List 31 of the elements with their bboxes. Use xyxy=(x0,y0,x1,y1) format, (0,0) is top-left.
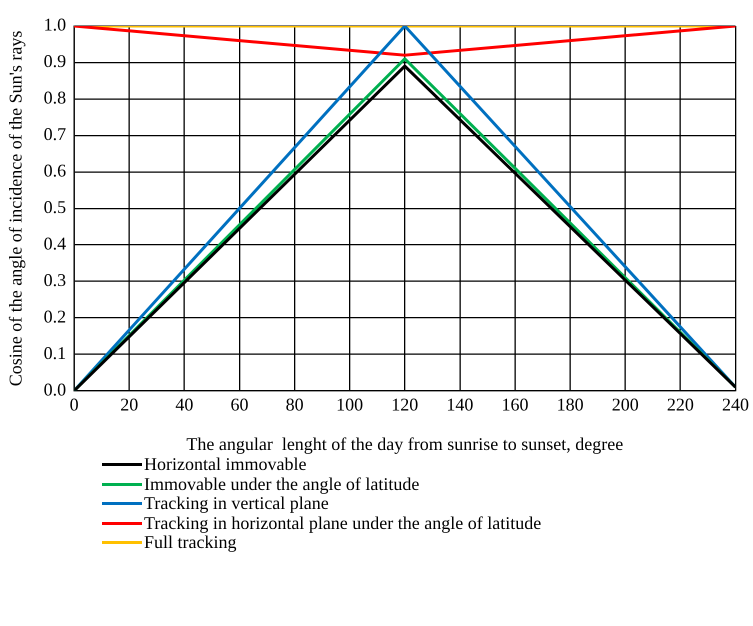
legend-label: Tracking in horizontal plane under the angle of latitude xyxy=(144,512,542,533)
legend-label: Full tracking xyxy=(144,532,236,552)
y-tick-label: 0.0 xyxy=(44,380,66,400)
y-tick-label: 1.0 xyxy=(44,14,66,35)
y-tick-label: 0.7 xyxy=(44,124,66,144)
y-axis-title: Cosine of the angle of incidence of the Sun's rays xyxy=(6,30,26,386)
x-tick-label: 0 xyxy=(70,394,79,414)
x-tick-label: 200 xyxy=(612,394,639,414)
y-tick-label: 0.5 xyxy=(44,197,66,218)
y-tick-label: 0.2 xyxy=(44,306,66,327)
x-tick-label: 100 xyxy=(336,394,364,414)
x-tick-label: 40 xyxy=(175,394,194,414)
y-tick-label: 0.9 xyxy=(44,51,66,72)
y-tick-label: 0.8 xyxy=(44,88,66,108)
legend-label: Horizontal immovable xyxy=(144,454,306,474)
x-tick-label: 20 xyxy=(120,394,138,414)
x-tick-label: 160 xyxy=(502,394,529,414)
y-tick-label: 0.3 xyxy=(44,270,66,290)
x-tick-label: 120 xyxy=(391,394,418,414)
y-tick-label: 0.6 xyxy=(44,160,66,181)
y-tick-label: 0.4 xyxy=(44,234,66,254)
x-axis-title: The angular lenght of the day from sunrise to sunset, degree xyxy=(186,434,624,454)
x-tick-label: 140 xyxy=(446,394,474,414)
legend-label: Tracking in vertical plane xyxy=(144,493,329,514)
x-tick-label: 220 xyxy=(666,394,694,414)
y-tick-label: 0.1 xyxy=(44,343,66,364)
x-tick-label: 80 xyxy=(286,394,304,414)
x-tick-label: 180 xyxy=(556,394,584,414)
x-tick-label: 240 xyxy=(722,394,749,414)
legend-label: Immovable under the angle of latitude xyxy=(144,474,420,494)
x-tick-label: 60 xyxy=(230,394,248,414)
